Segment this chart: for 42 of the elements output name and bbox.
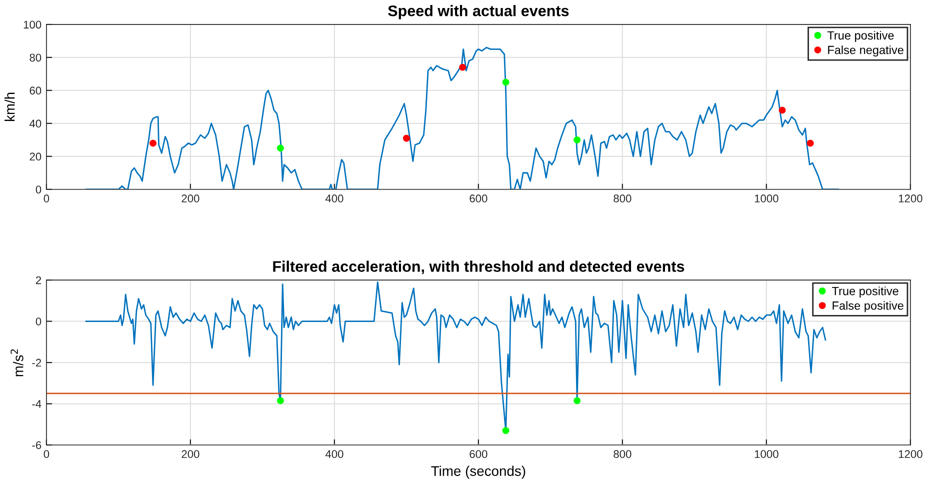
y-axis-title: km/h [4, 92, 15, 122]
x-tick-label: 800 [614, 194, 632, 202]
chart-title: Speed with actual events [388, 5, 569, 20]
y-tick-label: 0 [36, 318, 42, 326]
y-tick-label: -6 [32, 441, 42, 450]
y-tick-label: 2 [36, 276, 42, 284]
x-tick-label: 1000 [754, 194, 778, 202]
point [402, 134, 410, 142]
y-tick-label: 100 [24, 20, 42, 29]
x-tick-label: 0 [44, 194, 50, 202]
point [574, 136, 581, 144]
point [276, 144, 284, 152]
legend-label: True positive [832, 286, 898, 298]
x-tick-label: 600 [470, 194, 488, 202]
point [150, 140, 156, 147]
y-tick-label: 0 [36, 186, 42, 194]
x-tick-label: 400 [325, 450, 344, 458]
y-axis-title: m/s$^{2}$ [10, 349, 24, 376]
x-tick-label: 400 [325, 194, 344, 202]
legend-label: True positive [827, 30, 894, 42]
point [459, 64, 466, 71]
x-tick-label: 200 [182, 450, 200, 458]
x-tick-label: 600 [470, 450, 488, 458]
y-tick-label: 40 [29, 120, 42, 128]
x-tick-label: 1200 [898, 194, 922, 202]
x-tick-label: 1200 [898, 450, 922, 458]
y-tick-label: -2 [32, 358, 42, 367]
x-tick-label: 0 [44, 450, 50, 458]
chart-title: Filtered acceleration, with threshold and detected events [273, 260, 684, 274]
legend-label: False positive [832, 301, 904, 312]
y-tick-label: 20 [30, 152, 42, 161]
y-tick-label: 60 [30, 86, 42, 95]
y-tick-label: 80 [30, 54, 42, 62]
point [778, 106, 786, 114]
x-tick-label: 800 [614, 450, 632, 458]
x-axis-title: Time (seconds) [431, 466, 526, 479]
x-tick-label: 200 [182, 194, 200, 202]
legend-label: False negative [828, 45, 904, 56]
point [502, 78, 510, 86]
point [806, 140, 814, 147]
y-tick-label: -4 [32, 400, 42, 408]
x-tick-label: 1000 [754, 450, 778, 458]
